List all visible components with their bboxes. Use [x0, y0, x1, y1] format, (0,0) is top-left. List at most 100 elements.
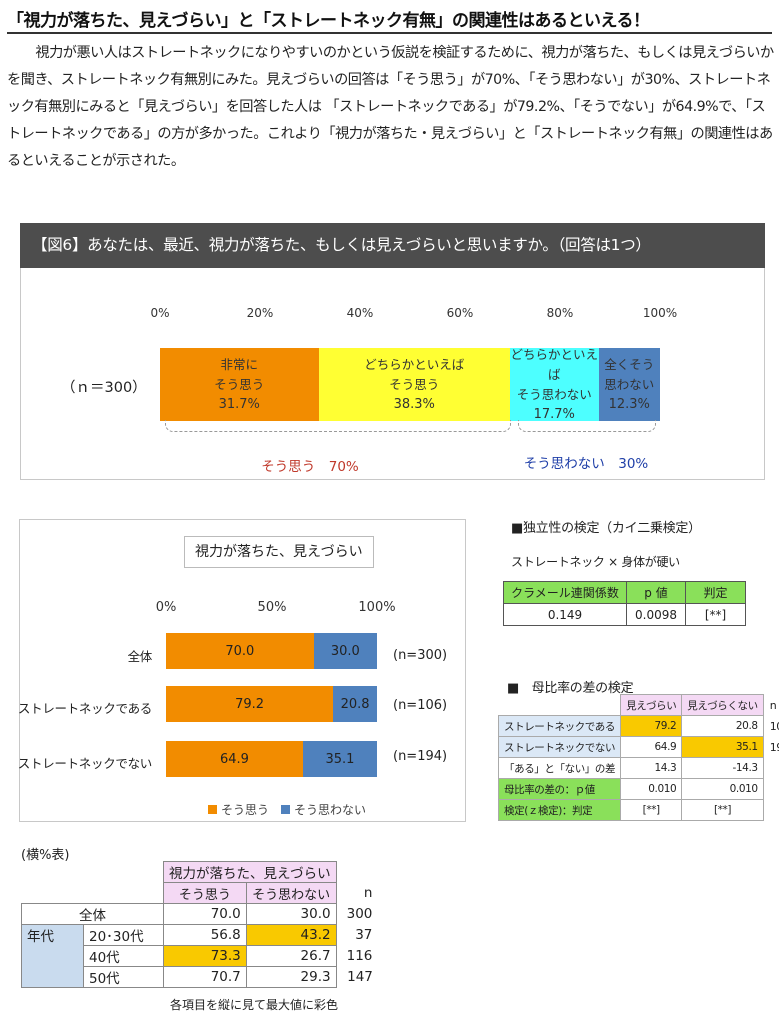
ratio-cell: 79.2	[620, 715, 683, 737]
crosstab-cell: 30.0	[245, 903, 337, 925]
independence-title: ■独立性の検定（カイ二乗検定）	[511, 521, 701, 536]
figure6-segment-label: 非常に	[220, 356, 258, 372]
figure6-brace-disagree	[518, 420, 656, 432]
ratio-cell: 35.1	[681, 736, 764, 758]
crosstab-row-label: 20･30代	[83, 924, 164, 946]
figure6-group-agree-label: そう思う 70%	[261, 459, 359, 475]
crosstab-n: 300	[346, 906, 373, 922]
chart2-n-label: (n=194)	[393, 749, 448, 764]
independence-header: 判定	[685, 581, 746, 604]
chart2-n-label: (n=106)	[393, 698, 448, 713]
headline-rule	[7, 32, 772, 34]
crosstab-n: 147	[347, 969, 373, 985]
chart2-bar-agree: 64.9	[166, 741, 303, 777]
crosstab-n: 116	[346, 948, 373, 964]
independence-table: クラメール連関係数 p 値 判定 0.149 0.0098 [**]	[503, 581, 746, 626]
chart2-title: 視力が落ちた、見えづらい	[184, 536, 374, 568]
chart2-bar-disagree: 20.8	[333, 686, 377, 722]
ratio-col-header: 見えづらくない	[681, 694, 764, 716]
legend-disagree-swatch	[281, 805, 291, 814]
figure6-tick-20: 20%	[246, 306, 274, 320]
crosstab-col-header: そう思わない	[245, 882, 337, 904]
ratio-n-header: n	[769, 698, 777, 712]
chart2-tick-50: 50%	[257, 600, 287, 615]
ratio-cell: 64.9	[620, 736, 683, 758]
ratio-n: 194	[769, 740, 779, 754]
ratio-cell: 14.3	[620, 757, 683, 779]
chart2-bar-disagree: 30.0	[313, 633, 377, 669]
figure6-segment: 非常にそう思う 31.7%	[160, 348, 319, 421]
crosstab-n: 37	[355, 927, 373, 943]
legend-agree-swatch	[208, 805, 217, 814]
figure6-segment-value: 17.7%	[533, 406, 575, 422]
ratio-n: 106	[769, 719, 779, 733]
ratio-cell: 20.8	[681, 715, 764, 737]
chart2-n-label: (n=300)	[393, 648, 448, 663]
crosstab-table: 視力が落ちた、見えづらい そう思う そう思わない n 全体 70.0 30.0 …	[21, 861, 378, 988]
body-text: 視力が悪い人はストレートネックになりやすいのかという仮説を検証するために、視力が…	[7, 45, 774, 169]
ratio-test-title: ■ 母比率の差の検定	[507, 681, 634, 696]
independence-header: p 値	[626, 581, 686, 604]
chart2-tick-100: 100%	[358, 600, 396, 615]
figure6-tick-40: 40%	[346, 306, 374, 320]
figure6-segment-value: 31.7%	[218, 396, 260, 412]
figure6-segment-value: 38.3%	[393, 396, 435, 412]
chart2-legend: そう思う そう思わない	[208, 801, 366, 818]
crosstab-group-label: 年代	[21, 924, 84, 988]
headline: 「視力が落ちた、見えづらい」と「ストレートネック有無」の関連性はあるといえる！	[7, 11, 650, 31]
figure6-title: 【図6】あなたは、最近、視力が落ちた、もしくは見えづらいと思いますか。（回答は1…	[20, 223, 765, 268]
figure6-segment-label: そう思う	[214, 376, 265, 392]
figure6-tick-80: 80%	[546, 306, 574, 320]
figure6-row-label: （ｎ＝300）	[61, 380, 147, 396]
figure6-segment-label: そう思わない	[516, 386, 592, 402]
figure6-chart-area: 0% 20% 40% 60% 80% 100% （ｎ＝300） 非常に そう思う 3…	[20, 268, 765, 480]
chart2-bar-agree: 70.0	[166, 633, 314, 669]
chart2-tick-0: 0%	[155, 600, 177, 615]
crosstab-cell: 26.7	[245, 945, 337, 967]
ratio-p-value: 0.010	[681, 778, 764, 800]
figure6-tick-60: 60%	[446, 306, 474, 320]
crosstab-cell: 70.0	[163, 903, 247, 925]
ratio-p-label: 母比率の差の：ｐ値	[497, 778, 622, 800]
chart2-bar-disagree: 35.1	[302, 741, 377, 777]
crosstab-n-header: n	[363, 885, 373, 901]
independence-value: 0.0098	[626, 603, 686, 626]
crosstab-cell: 43.2	[245, 924, 337, 946]
ratio-cell: -14.3	[681, 757, 764, 779]
figure6-segment-label: そう思う	[389, 376, 440, 392]
crosstab-total-label: 全体	[21, 903, 164, 925]
independence-value: 0.149	[503, 603, 627, 626]
figure6-segment: 全くそう 思わない 12.3%	[598, 348, 660, 421]
crosstab-note: 各項目を縦に見て最大値に彩色	[170, 998, 339, 1012]
crosstab-col-header: そう思う	[163, 882, 247, 904]
chart2-row-label: 全体	[127, 649, 153, 664]
legend-agree-label: そう思う	[221, 803, 270, 817]
independence-value: [**]	[685, 603, 746, 626]
independence-header: クラメール連関係数	[503, 581, 627, 604]
figure6-segment-value: 12.3%	[608, 396, 650, 412]
figure6-tick-0: 0%	[150, 306, 170, 320]
figure6-segment-label: 思わない	[604, 376, 655, 392]
figure6-segment-label: どちらかといえば	[510, 348, 598, 382]
figure6-brace-agree	[165, 420, 511, 432]
chart2-row-label: ストレートネックでない	[17, 756, 153, 771]
crosstab-main-header: 視力が落ちた、見えづらい	[163, 861, 337, 883]
figure6-segment: どちらかといえば そう思う 38.3%	[318, 348, 510, 421]
ratio-col-header: 見えづらい	[620, 694, 683, 716]
crosstab-cell: 56.8	[163, 924, 247, 946]
chart2-bar-agree: 79.2	[166, 686, 334, 722]
ratio-row-label: ストレートネックである	[497, 715, 622, 737]
figure6-group-disagree-label: そう思わない 30%	[523, 456, 649, 472]
figure6-segment-label: どちらかといえば	[364, 356, 465, 372]
crosstab-cell: 70.7	[163, 966, 247, 988]
crosstab-row-label: 50代	[83, 966, 164, 988]
legend-disagree-label: そう思わない	[294, 803, 367, 817]
ratio-row-label: 「ある」と「ない」の差	[497, 757, 622, 779]
chart2-row-label: ストレートネックである	[17, 701, 152, 716]
ratio-test-table: 見えづらい 見えづらくない n ストレートネックである 79.2 20.8 10…	[497, 694, 779, 821]
ratio-row-label: ストレートネックでない	[497, 736, 622, 758]
ratio-judge-label: 検定(ｚ検定)：判定	[497, 799, 622, 821]
ratio-judge-value: [**]	[681, 799, 764, 821]
crosstab-cell: 73.3	[163, 945, 247, 967]
crosstab-title: (横%表)	[21, 848, 70, 863]
